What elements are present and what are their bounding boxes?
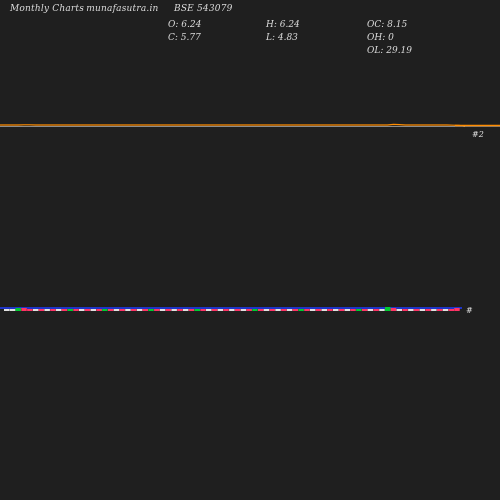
volume-bar (367, 309, 374, 311)
volume-bar (165, 309, 172, 311)
volume-bar (107, 309, 114, 311)
volume-bar (21, 308, 27, 311)
volume-bar (263, 309, 270, 311)
volume-bar (217, 309, 224, 311)
volume-bar (436, 309, 443, 311)
volume-bar (286, 309, 293, 311)
volume-bar (240, 309, 247, 311)
volume-bar (350, 309, 356, 311)
volume-bar (67, 309, 73, 311)
volume-bar (229, 309, 235, 311)
volume-bar (396, 309, 402, 311)
volume-bar (252, 309, 258, 311)
volume-bar (281, 309, 287, 311)
volume-bar (194, 309, 200, 311)
volume-bar (55, 309, 62, 311)
chart-period-title: Monthly Charts (10, 4, 85, 14)
volume-bar (419, 309, 426, 311)
volume-bar (148, 309, 154, 311)
volume-bar (373, 309, 379, 311)
volume-bar (327, 309, 333, 311)
volume-bar (431, 309, 437, 311)
volume-bar (442, 309, 449, 311)
ohlc-column-1: O: 6.24 C: 5.77 (168, 19, 201, 45)
volume-bar (154, 309, 160, 311)
volume-bar (188, 309, 195, 311)
volume-bar (246, 309, 252, 311)
volume-bar (454, 308, 460, 311)
volume-bar (298, 309, 304, 311)
volume-bar (234, 309, 241, 311)
volume-bar (73, 309, 79, 311)
volume-bar (142, 309, 148, 311)
volume-bar (258, 309, 264, 311)
volume-bar (309, 309, 316, 311)
volume-bar (275, 309, 281, 311)
volume-bar (269, 309, 275, 311)
ohlc-column-2: H: 6.24 L: 4.83 (266, 19, 300, 45)
ohlc-column-3: OC: 8.15 OH: 0 OL: 29.19 (367, 19, 412, 58)
volume-bar (102, 309, 108, 311)
oh-value: OH: 0 (367, 33, 394, 43)
volume-bar (27, 309, 33, 311)
volume-bar (4, 309, 10, 311)
volume-bar (315, 309, 322, 311)
volume-bar (338, 309, 345, 311)
volume-bar (159, 309, 166, 311)
volume-bar (223, 309, 229, 311)
volume-bar (425, 309, 431, 311)
volume-bar (50, 309, 56, 311)
low-value: L: 4.83 (266, 33, 298, 43)
volume-bar (356, 309, 362, 311)
volume-bar (32, 309, 39, 311)
volume-bar (321, 309, 327, 311)
volume-bar (333, 309, 339, 311)
volume-bar (304, 309, 310, 311)
volume-bar (44, 309, 50, 311)
volume-bar (113, 309, 120, 311)
volume-bar (292, 309, 299, 311)
volume-axis-label: # (466, 306, 473, 315)
volume-bar (136, 309, 143, 311)
volume-bar (177, 309, 183, 311)
open-value: O: 6.24 (168, 20, 202, 30)
site-name: - munafasutra.in (80, 4, 159, 14)
close-value: C: 5.77 (168, 33, 201, 43)
volume-bar (171, 309, 177, 311)
price-panel (0, 123, 500, 127)
volume-bar (84, 309, 91, 311)
volume-bar (15, 308, 21, 311)
volume-bar (413, 309, 420, 311)
volume-bar (182, 309, 189, 311)
price-line (0, 123, 466, 127)
ol-value: OL: 29.19 (367, 46, 413, 56)
volume-bar (385, 307, 391, 311)
price-axis-label: #2 (472, 130, 484, 139)
stock-symbol: BSE 543079 (174, 4, 233, 14)
volume-bar (200, 309, 206, 311)
volume-bar (361, 309, 368, 311)
volume-bar (119, 309, 125, 311)
volume-bar (131, 309, 137, 311)
volume-bar (402, 309, 408, 311)
volume-bar (408, 309, 414, 311)
volume-bar (379, 309, 385, 311)
volume-bar (211, 309, 218, 311)
volume-bar (448, 309, 454, 311)
volume-panel (0, 307, 462, 311)
volume-bar (61, 309, 68, 311)
volume-bar (90, 309, 97, 311)
volume-bar (344, 309, 351, 311)
volume-bar (38, 309, 45, 311)
volume-bar (390, 308, 397, 311)
volume-bar (9, 309, 16, 311)
volume-bar (96, 309, 102, 311)
oc-value: OC: 8.15 (367, 20, 408, 30)
volume-bar (79, 309, 85, 311)
high-value: H: 6.24 (266, 20, 300, 30)
volume-bar (206, 309, 212, 311)
volume-bar (125, 309, 131, 311)
